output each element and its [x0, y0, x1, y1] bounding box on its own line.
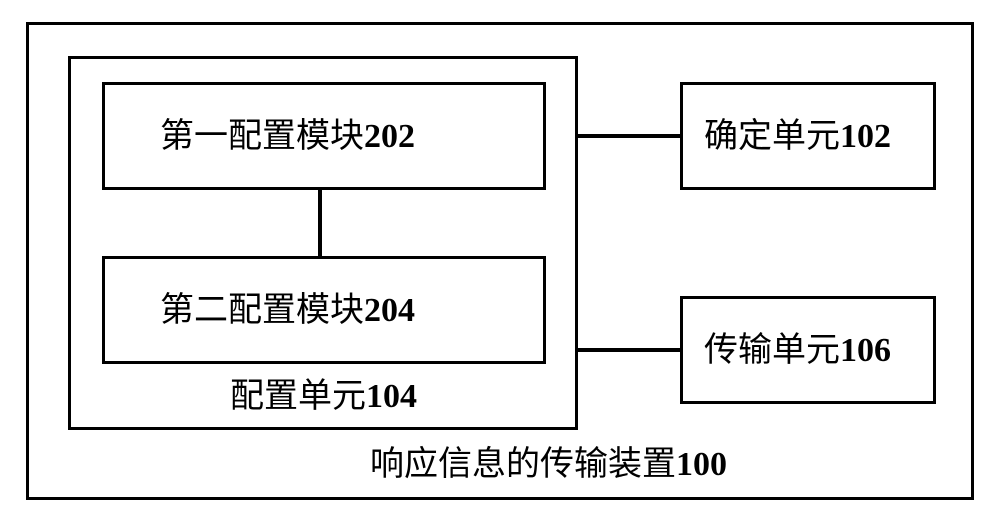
label-name-outer: 响应信息的传输装置: [370, 446, 676, 483]
edge-2: [578, 348, 680, 352]
label-name-module1: 第一配置模块: [160, 118, 364, 155]
label-num-config_unit: 104: [366, 378, 417, 415]
label-module1: 第一配置模块202: [160, 120, 415, 154]
label-transfer_unit: 传输单元106: [704, 334, 891, 368]
label-num-transfer_unit: 106: [840, 332, 891, 369]
label-num-determine_unit: 102: [840, 118, 891, 155]
label-config_unit: 配置单元104: [230, 380, 417, 414]
label-num-module1: 202: [364, 118, 415, 155]
label-num-module2: 204: [364, 292, 415, 329]
label-name-transfer_unit: 传输单元: [704, 332, 840, 369]
edge-0: [318, 190, 322, 256]
diagram-canvas: 响应信息的传输装置100配置单元104第一配置模块202第二配置模块204确定单…: [0, 0, 1000, 521]
label-num-outer: 100: [676, 446, 727, 483]
edge-1: [578, 134, 680, 138]
label-name-module2: 第二配置模块: [160, 292, 364, 329]
label-name-determine_unit: 确定单元: [704, 118, 840, 155]
label-module2: 第二配置模块204: [160, 294, 415, 328]
label-outer: 响应信息的传输装置100: [370, 448, 727, 482]
label-determine_unit: 确定单元102: [704, 120, 891, 154]
label-name-config_unit: 配置单元: [230, 378, 366, 415]
